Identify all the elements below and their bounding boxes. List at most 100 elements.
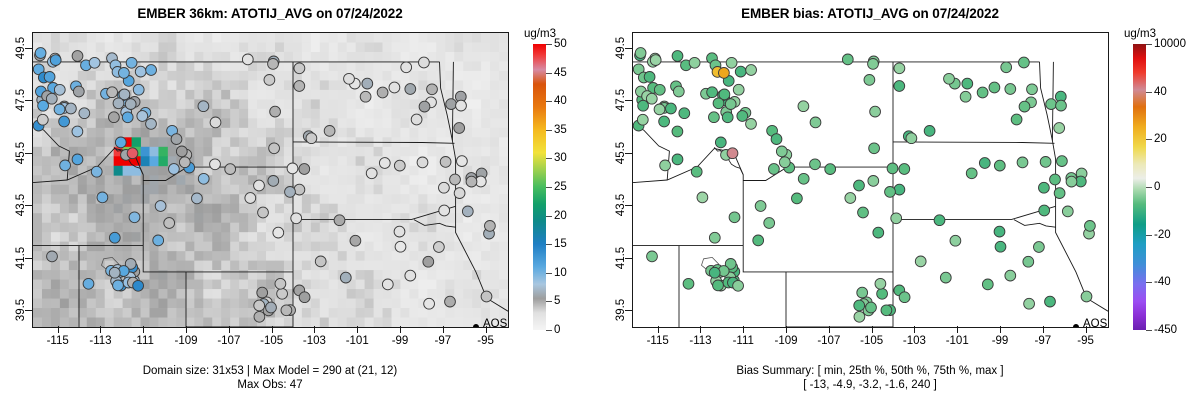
x-axis-label: -113: [89, 335, 112, 347]
x-axis-label: -109: [774, 335, 798, 347]
aqs-legend-label: AQS: [1083, 318, 1108, 328]
x-axis-label: -105: [860, 335, 884, 347]
y-axis-label: 41.5: [615, 246, 627, 269]
y-axis-tick: [625, 205, 632, 207]
colorbar-tick-label: 50: [554, 38, 567, 50]
x-axis-tick: [357, 326, 359, 333]
y-axis-label: 39.5: [15, 299, 27, 322]
x-axis-label: -111: [732, 335, 754, 347]
x-axis-tick: [485, 326, 487, 333]
y-axis-label: 45.5: [615, 141, 627, 164]
x-axis-label: -99: [991, 335, 1009, 347]
y-axis-tick: [625, 257, 632, 259]
colorbar-tick-label: 20: [1154, 133, 1167, 146]
colorbar-tick-label: 0: [554, 324, 561, 336]
panel-bias-title: EMBER bias: ATOTIJ_AVG on 07/24/2022: [741, 6, 999, 21]
y-axis-label: 41.5: [15, 246, 27, 269]
y-axis-label: 49.5: [615, 36, 627, 59]
x-axis-tick: [700, 326, 702, 333]
y-axis-tick: [625, 47, 632, 49]
y-axis-tick: [25, 205, 32, 207]
aqs-legend-dot: [1073, 324, 1079, 327]
x-axis-label: -107: [817, 335, 841, 347]
colorbar-tick-label: 10000: [1154, 38, 1186, 50]
x-axis-tick: [57, 326, 59, 333]
colorbar-model-gradient: [533, 44, 546, 330]
map-canvas-bias: [633, 33, 1108, 327]
aqs-legend-dot: [473, 324, 479, 327]
colorbar-tick: [546, 158, 552, 160]
observation-markers: [33, 47, 496, 323]
x-axis-label: -95: [477, 335, 494, 347]
x-axis-tick: [828, 326, 830, 333]
y-axis-label: 39.5: [615, 299, 627, 322]
y-axis-label: 43.5: [615, 194, 627, 217]
x-axis-label: -97: [1034, 335, 1052, 347]
colorbar-tick: [1146, 187, 1152, 188]
colorbar-bias-unit: ug/m3: [1124, 28, 1156, 40]
colorbar-tick: [546, 301, 552, 303]
x-axis-tick: [228, 326, 230, 333]
colorbar-tick: [546, 129, 552, 131]
panel-bias: EMBER bias: ATOTIJ_AVG on 07/24/2022 AQS…: [600, 0, 1200, 409]
y-axis-label: 49.5: [15, 36, 27, 59]
colorbar-tick: [546, 330, 552, 331]
colorbar-tick-label: 40: [1154, 85, 1167, 98]
x-axis-label: -107: [217, 335, 241, 347]
x-axis-label: -103: [902, 335, 926, 347]
colorbar-tick-label: -20: [1154, 228, 1171, 241]
colorbar-tick: [546, 272, 552, 274]
colorbar-tick-label: -40: [1154, 276, 1171, 289]
y-axis-tick: [25, 257, 32, 259]
colorbar-tick: [1146, 139, 1152, 141]
map-canvas-model: [33, 33, 508, 327]
colorbar-tick: [1146, 234, 1152, 236]
colorbar-tick: [546, 215, 552, 217]
x-axis-label: -101: [345, 335, 369, 347]
colorbar-bias-gradient: [1133, 44, 1146, 330]
x-axis-tick: [186, 326, 188, 333]
colorbar-tick-label: 10: [554, 266, 567, 279]
colorbar-tick: [546, 44, 552, 45]
colorbar-tick: [546, 101, 552, 103]
x-axis-label: -111: [132, 335, 154, 347]
x-axis-label: -103: [302, 335, 326, 347]
colorbar-tick: [1146, 282, 1152, 284]
colorbar-tick-label: 45: [554, 66, 567, 79]
y-axis-tick: [625, 100, 632, 102]
y-axis-label: 47.5: [615, 89, 627, 112]
colorbar-tick: [546, 187, 552, 188]
y-axis-tick: [25, 100, 32, 102]
x-axis-tick: [743, 326, 745, 333]
x-axis-tick: [400, 326, 402, 333]
colorbar-tick-label: 35: [554, 123, 567, 136]
x-axis-label: -95: [1077, 335, 1094, 347]
aqs-legend-label: AQS: [483, 318, 508, 328]
panel-model: EMBER 36km: ATOTIJ_AVG on 07/24/2022 AQS…: [15, 6, 567, 391]
x-axis-tick: [786, 326, 788, 333]
caption-bias-line1: Bias Summary: [ min, 25th %, 50th %, 75t…: [736, 365, 1004, 377]
colorbar-tick: [1146, 91, 1152, 93]
x-axis-label: -101: [945, 335, 969, 347]
y-axis-tick: [625, 310, 632, 312]
bias-markers: [633, 47, 1096, 323]
colorbar-tick: [546, 72, 552, 74]
y-axis-tick: [25, 310, 32, 312]
x-axis-tick: [871, 326, 873, 333]
x-axis-tick: [314, 326, 316, 333]
caption-model-line1: Domain size: 31x53 | Max Model = 290 at …: [142, 365, 398, 377]
y-axis-label: 47.5: [15, 89, 27, 112]
x-axis-label: -113: [689, 335, 712, 347]
x-axis-label: -97: [434, 335, 452, 347]
x-axis-tick: [271, 326, 273, 333]
colorbar-tick-label: 15: [554, 238, 567, 251]
colorbar-model-unit: ug/m3: [524, 28, 556, 40]
colorbar-tick: [546, 244, 552, 246]
caption-bias-line2: [ -13, -4.9, -3.2, -1.6, 240 ]: [803, 379, 937, 391]
x-axis-label: -105: [260, 335, 284, 347]
colorbar-tick: [1146, 330, 1152, 331]
map-plot-model[interactable]: AQS: [32, 32, 509, 328]
colorbar-tick-label: 25: [554, 181, 567, 193]
map-plot-bias[interactable]: AQS: [632, 32, 1109, 328]
colorbar-tick-label: 30: [554, 152, 567, 165]
